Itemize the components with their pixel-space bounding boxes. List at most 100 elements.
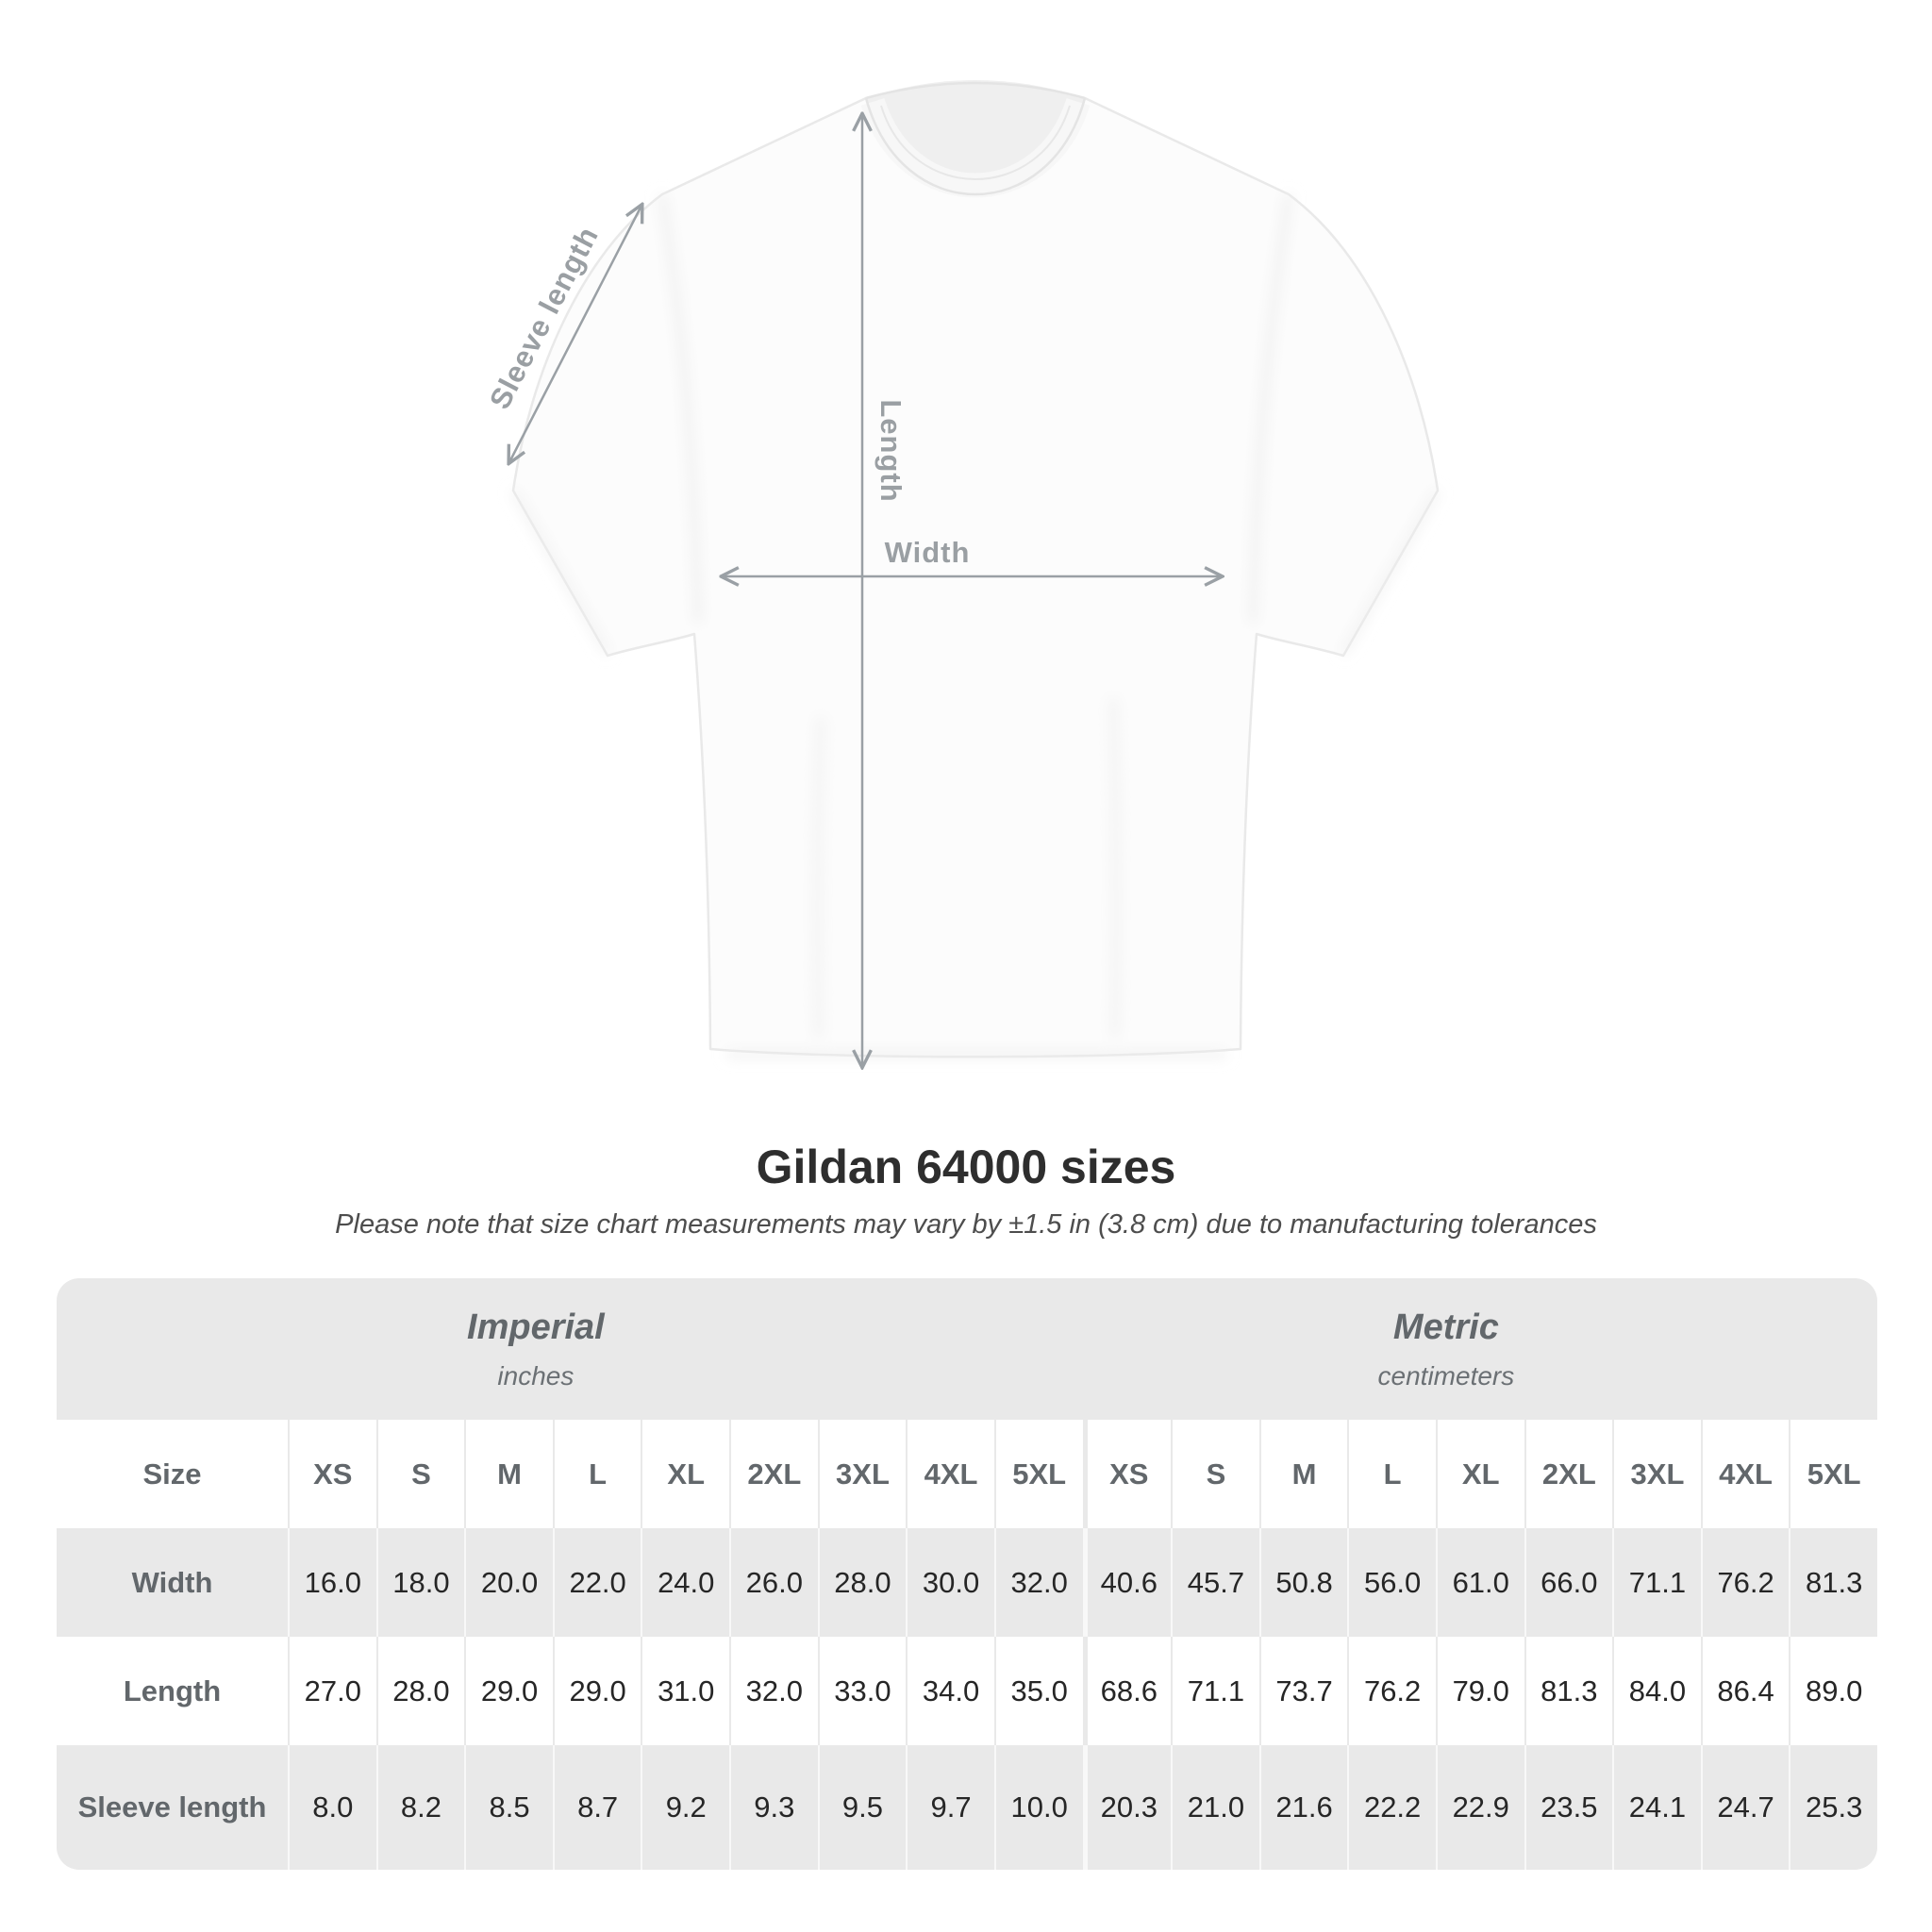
length-imperial-5xl: 35.0 — [993, 1637, 1083, 1745]
size-head-imperial-m: M — [464, 1420, 553, 1528]
sleeve-metric-2xl: 23.5 — [1524, 1745, 1613, 1870]
length-metric-l: 76.2 — [1347, 1637, 1436, 1745]
width-imperial-2xl: 26.0 — [729, 1528, 818, 1637]
sleeve-length-row: Sleeve length 8.0 8.2 8.5 8.7 9.2 9.3 9.… — [57, 1745, 1877, 1870]
metric-unit: centimeters — [1377, 1360, 1515, 1391]
sleeve-imperial-l: 8.7 — [552, 1745, 641, 1870]
length-imperial-3xl: 33.0 — [817, 1637, 907, 1745]
sleeve-imperial-xs: 8.0 — [288, 1745, 376, 1870]
width-metric-l: 56.0 — [1347, 1528, 1436, 1637]
sleeve-metric-m: 21.6 — [1258, 1745, 1348, 1870]
page-title: Gildan 64000 sizes — [756, 1141, 1176, 1193]
imperial-unit: inches — [497, 1360, 575, 1391]
width-metric-4xl: 76.2 — [1700, 1528, 1790, 1637]
tolerance-note: Please note that size chart measurements… — [335, 1209, 1597, 1240]
imperial-header: Imperial inches — [57, 1278, 1015, 1420]
tshirt-collar — [860, 80, 1091, 198]
size-head-imperial-s: S — [375, 1420, 465, 1528]
width-imperial-3xl: 28.0 — [817, 1528, 907, 1637]
length-imperial-xs: 27.0 — [288, 1637, 376, 1745]
width-imperial-m: 20.0 — [464, 1528, 553, 1637]
length-imperial-s: 28.0 — [375, 1637, 465, 1745]
sleeve-imperial-4xl: 9.7 — [906, 1745, 994, 1870]
length-metric-xl: 79.0 — [1435, 1637, 1524, 1745]
width-imperial-5xl: 32.0 — [993, 1528, 1083, 1637]
sleeve-metric-xs: 20.3 — [1082, 1745, 1172, 1870]
width-metric-5xl: 81.3 — [1789, 1528, 1877, 1637]
width-metric-s: 45.7 — [1171, 1528, 1259, 1637]
size-head-imperial-xl: XL — [641, 1420, 729, 1528]
length-metric-3xl: 84.0 — [1612, 1637, 1701, 1745]
width-row-label: Width — [131, 1565, 213, 1599]
size-chart-table: Imperial inches Metric centimeters Size … — [57, 1278, 1877, 1870]
metric-label: Metric — [1392, 1307, 1499, 1347]
width-label: Width — [884, 536, 971, 569]
size-head-metric-l: L — [1347, 1420, 1436, 1528]
size-head-metric-4xl: 4XL — [1700, 1420, 1790, 1528]
size-head-metric-xl: XL — [1435, 1420, 1524, 1528]
metric-header: Metric centimeters — [1015, 1278, 1877, 1420]
length-imperial-l: 29.0 — [552, 1637, 641, 1745]
size-head-metric-s: S — [1171, 1420, 1259, 1528]
size-head-metric-m: M — [1258, 1420, 1348, 1528]
size-head-metric-xs: XS — [1082, 1420, 1172, 1528]
sleeve-metric-l: 22.2 — [1347, 1745, 1436, 1870]
width-metric-2xl: 66.0 — [1524, 1528, 1613, 1637]
sleeve-imperial-3xl: 9.5 — [817, 1745, 907, 1870]
size-head-metric-3xl: 3XL — [1612, 1420, 1701, 1528]
sleeve-imperial-5xl: 10.0 — [993, 1745, 1083, 1870]
sleeve-imperial-s: 8.2 — [375, 1745, 465, 1870]
width-metric-xl: 61.0 — [1435, 1528, 1524, 1637]
length-metric-2xl: 81.3 — [1524, 1637, 1613, 1745]
width-row: Width 16.0 18.0 20.0 22.0 24.0 26.0 28.0… — [57, 1528, 1877, 1637]
width-imperial-xl: 24.0 — [641, 1528, 729, 1637]
sleeve-imperial-m: 8.5 — [464, 1745, 553, 1870]
title-block: Gildan 64000 sizes Please note that size… — [0, 1140, 1932, 1241]
sleeve-length-arrow — [509, 206, 641, 462]
width-imperial-4xl: 30.0 — [906, 1528, 994, 1637]
sleeve-metric-xl: 22.9 — [1435, 1745, 1524, 1870]
size-head-metric-2xl: 2XL — [1524, 1420, 1613, 1528]
length-imperial-m: 29.0 — [464, 1637, 553, 1745]
sleeve-row-label: Sleeve length — [77, 1790, 267, 1824]
length-metric-m: 73.7 — [1258, 1637, 1348, 1745]
size-head-imperial-xs: XS — [288, 1420, 376, 1528]
width-imperial-s: 18.0 — [375, 1528, 465, 1637]
size-head-imperial-4xl: 4XL — [906, 1420, 994, 1528]
tshirt-image — [0, 80, 1441, 1132]
size-head-imperial-l: L — [552, 1420, 641, 1528]
tshirt-body — [511, 81, 1440, 1058]
width-metric-xs: 40.6 — [1082, 1528, 1172, 1637]
sleeve-imperial-2xl: 9.3 — [729, 1745, 818, 1870]
tshirt-size-diagram: Sleeve length Length Width — [0, 80, 1441, 1132]
length-imperial-4xl: 34.0 — [906, 1637, 994, 1745]
sleeve-metric-3xl: 24.1 — [1612, 1745, 1701, 1870]
length-imperial-xl: 31.0 — [641, 1637, 729, 1745]
size-header-row: Size XS S M L XL 2XL 3XL 4XL 5XL XS S M … — [57, 1420, 1877, 1528]
size-head-imperial-2xl: 2XL — [729, 1420, 818, 1528]
width-metric-m: 50.8 — [1258, 1528, 1348, 1637]
sleeve-imperial-xl: 9.2 — [641, 1745, 729, 1870]
size-head-metric-5xl: 5XL — [1789, 1420, 1877, 1528]
sleeve-metric-5xl: 25.3 — [1789, 1745, 1877, 1870]
length-row: Length 27.0 28.0 29.0 29.0 31.0 32.0 33.… — [57, 1637, 1877, 1745]
width-imperial-l: 22.0 — [552, 1528, 641, 1637]
size-head-imperial-5xl: 5XL — [993, 1420, 1083, 1528]
length-label: Length — [874, 399, 908, 503]
length-metric-4xl: 86.4 — [1700, 1637, 1790, 1745]
width-imperial-xs: 16.0 — [288, 1528, 376, 1637]
sleeve-metric-4xl: 24.7 — [1700, 1745, 1790, 1870]
length-metric-5xl: 89.0 — [1789, 1637, 1877, 1745]
length-row-label: Length — [123, 1674, 222, 1707]
sleeve-metric-s: 21.0 — [1171, 1745, 1259, 1870]
imperial-label: Imperial — [467, 1307, 605, 1347]
length-imperial-2xl: 32.0 — [729, 1637, 818, 1745]
size-head-imperial-3xl: 3XL — [817, 1420, 907, 1528]
unit-header-row: Imperial inches Metric centimeters — [57, 1278, 1877, 1420]
width-metric-3xl: 71.1 — [1612, 1528, 1701, 1637]
length-metric-s: 71.1 — [1171, 1637, 1259, 1745]
size-row-label: Size — [142, 1457, 202, 1491]
dimension-arrows — [509, 115, 1221, 1066]
tshirt-shading — [510, 193, 1441, 1058]
length-metric-xs: 68.6 — [1082, 1637, 1172, 1745]
